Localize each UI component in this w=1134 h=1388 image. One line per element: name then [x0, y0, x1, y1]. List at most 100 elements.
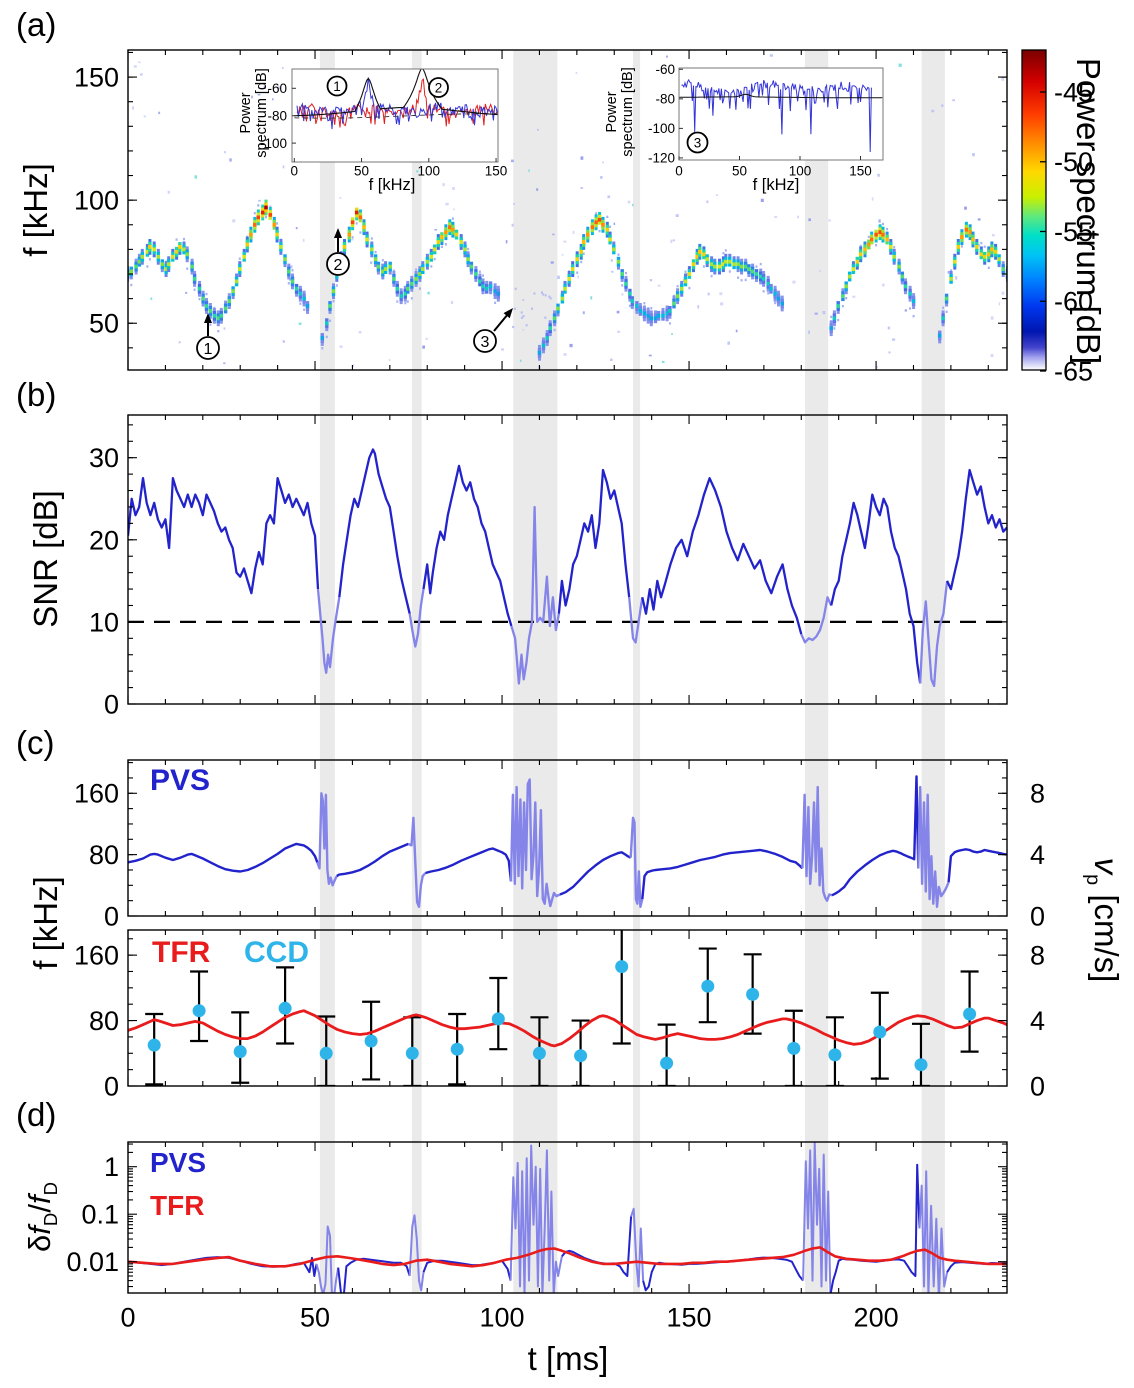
annotation-circle-2: [326, 252, 350, 276]
legend-pvs-c1: PVS: [150, 764, 211, 797]
tick-label: 2: [435, 81, 443, 96]
inset2-x-axis-label: f [kHz]: [752, 176, 800, 194]
tick-label: 10: [89, 607, 119, 637]
slash: /: [21, 1204, 57, 1213]
ccd-point: [532, 1046, 546, 1060]
tick-label: 100: [418, 164, 441, 179]
ccd-point: [192, 1004, 206, 1018]
ccd-point: [319, 1046, 333, 1060]
subscript-p: p: [1082, 874, 1105, 886]
tick-label: 80: [89, 1006, 119, 1036]
inset1-fit-envelope: [294, 69, 498, 117]
delta-symbol: δ: [21, 1234, 57, 1253]
ccd-point: [491, 1012, 505, 1026]
shaded-band: [633, 50, 641, 1293]
ccd-point: [963, 1007, 977, 1021]
tick-label: 0: [104, 901, 119, 931]
shaded-band: [805, 50, 829, 1293]
tick-label: -45: [1054, 77, 1093, 107]
f-symbol: f: [21, 1195, 57, 1205]
tick-label: 200: [854, 1302, 899, 1332]
inset1-ylabel-line1: Power: [238, 92, 254, 134]
ccd-point: [660, 1056, 674, 1070]
tick-label: 160: [74, 779, 119, 809]
tick-label: -50: [1054, 147, 1093, 177]
ccd-point: [701, 979, 715, 993]
panel-c2-series: [128, 930, 1007, 1086]
shaded-band: [411, 50, 422, 1293]
tick-label: 100: [789, 164, 812, 179]
tick-label: 2: [334, 257, 343, 274]
annotation-arrow: [334, 228, 342, 238]
ccd-point: [746, 987, 760, 1001]
tick-label: 30: [89, 443, 119, 473]
panel-d-y-axis-label: δfD/fD: [22, 1182, 62, 1252]
tfr-line: [128, 1009, 1007, 1048]
tick-label: 100: [480, 1302, 525, 1332]
tick-label: -100: [648, 121, 675, 136]
subscript-d: D: [40, 1212, 62, 1227]
ccd-point: [450, 1042, 464, 1056]
v-symbol: v: [1087, 857, 1125, 875]
annotation-arrow: [503, 308, 513, 319]
panel-c-y-axis-label: f [kHz]: [27, 876, 64, 970]
panel-d-series: [128, 1142, 1007, 1293]
tick-label: 0: [1030, 901, 1045, 931]
panel-d-label: (d): [16, 1096, 57, 1133]
tick-label: 1: [204, 341, 213, 358]
panel-c2-frame: [127, 929, 1008, 1087]
tick-label: -55: [1054, 217, 1093, 247]
tick-label: -80: [267, 108, 287, 123]
tick-label: 150: [74, 63, 119, 93]
vp-unit: [cm/s]: [1087, 885, 1125, 983]
colorbar: [1022, 50, 1046, 370]
annotation-arrow: [204, 313, 212, 323]
tick-label: 8: [1030, 941, 1045, 971]
inset1-blue-spectrum: [296, 77, 498, 130]
shaded-band: [921, 50, 945, 1293]
inset1-y-axis-label: Power spectrum [dB]: [238, 68, 270, 157]
panel-b-y-axis-label: SNR [dB]: [27, 490, 64, 628]
tick-label: 1: [104, 1152, 119, 1182]
panel-a-spectrogram: [128, 54, 1007, 369]
legend-pvs-d: PVS: [150, 1147, 207, 1178]
inset1: -60 -80 -100 0 50 100 150: [260, 68, 508, 179]
tick-label: 0: [675, 164, 683, 179]
tick-label: 160: [74, 941, 119, 971]
panel-d-frame: [127, 1141, 1008, 1294]
tick-label: 0.01: [66, 1247, 119, 1277]
tick-label: 80: [89, 840, 119, 870]
f-symbol: f: [21, 1226, 57, 1235]
tick-label: 50: [89, 309, 119, 339]
tick-label: 0: [1030, 1071, 1045, 1101]
tick-label: -65: [1054, 356, 1093, 386]
ccd-point: [873, 1025, 887, 1039]
inset1-x-axis-label: f [kHz]: [368, 176, 416, 194]
ccd-point: [233, 1045, 247, 1059]
inset2-fit-envelope: [679, 93, 883, 99]
inset1-ylabel-line2: spectrum [dB]: [254, 68, 270, 158]
tick-label: 150: [667, 1302, 712, 1332]
tick-label: 150: [849, 164, 872, 179]
ccd-point: [828, 1048, 842, 1062]
tick-label: 50: [732, 164, 747, 179]
ccd-point: [364, 1034, 378, 1048]
panel-c1-frame: [127, 759, 1008, 917]
colorbar-label: Power spectrum [dB]: [1070, 57, 1107, 365]
inset2-ylabel-line2: spectrum [dB]: [620, 67, 636, 157]
tick-label: 150: [485, 164, 508, 179]
tick-label: 0: [291, 164, 299, 179]
ccd-point: [147, 1038, 161, 1052]
tick-label: 3: [481, 334, 490, 351]
tick-label: 50: [300, 1302, 330, 1332]
tick-label: 1: [333, 79, 341, 94]
time-shading-bands: [319, 50, 945, 1293]
tick-label: 4: [1030, 1006, 1045, 1036]
x-axis-label: t [ms]: [527, 1340, 609, 1377]
annotation-circle-3: [473, 329, 497, 353]
inset2-ylabel-line1: Power: [604, 91, 620, 133]
tick-label: 20: [89, 525, 119, 555]
